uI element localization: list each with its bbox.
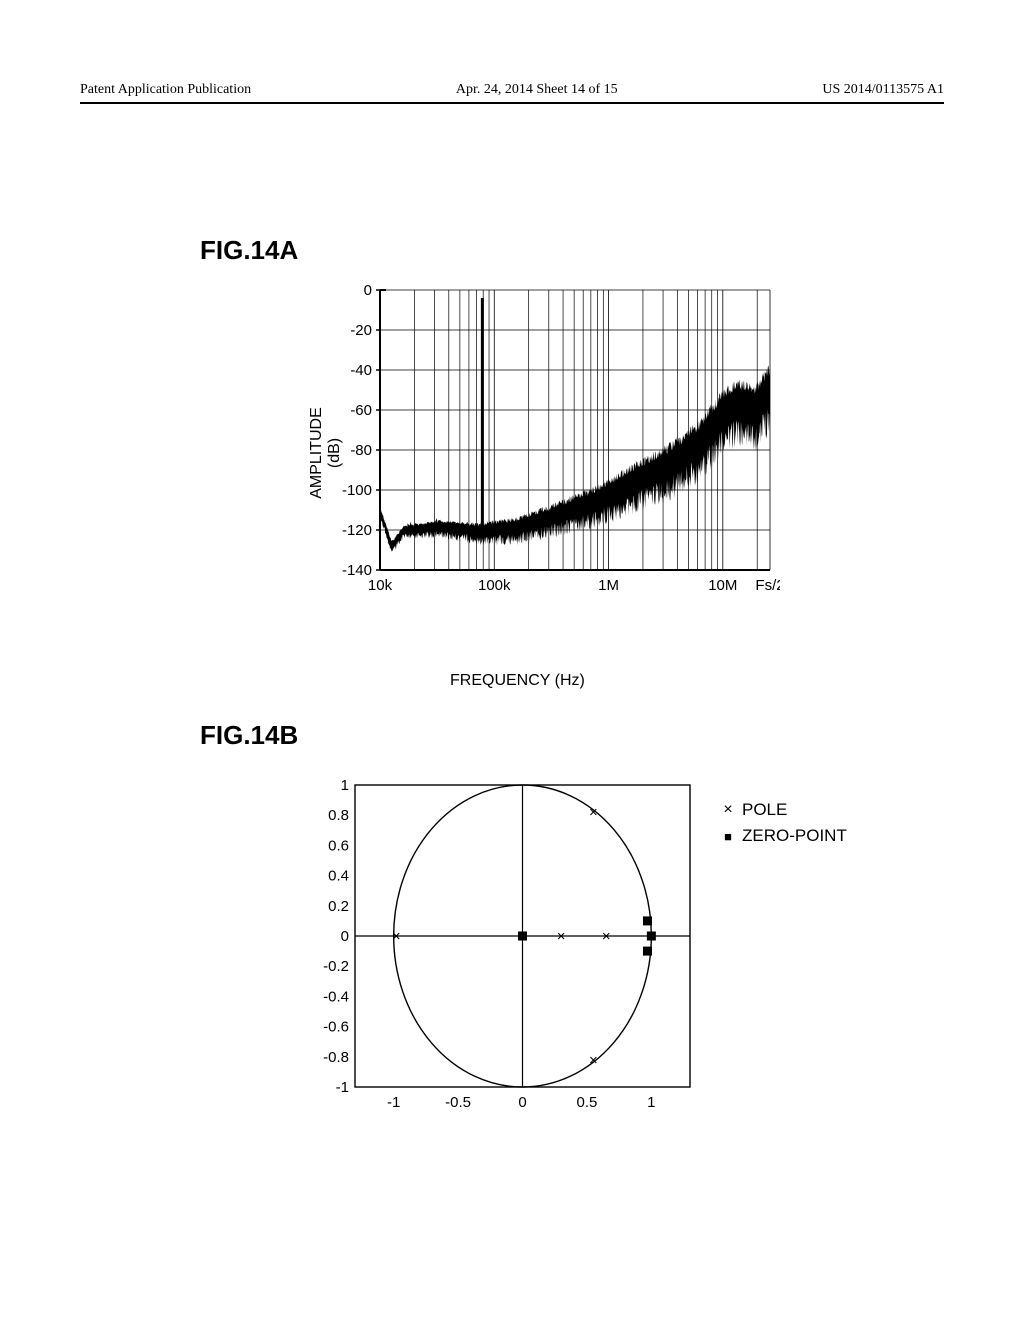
figure-b-legend: × POLE ■ ZERO-POINT <box>720 800 847 852</box>
header-right: US 2014/0113575 A1 <box>822 82 944 98</box>
svg-text:0.6: 0.6 <box>328 837 349 854</box>
svg-text:-0.8: -0.8 <box>323 1049 349 1066</box>
figure-b-label: FIG.14B <box>200 720 298 751</box>
legend-pole-row: × POLE <box>720 800 847 820</box>
svg-text:0: 0 <box>341 928 349 945</box>
svg-text:100k: 100k <box>478 577 511 594</box>
svg-text:0.8: 0.8 <box>328 807 349 824</box>
svg-text:×: × <box>557 928 566 945</box>
svg-text:×: × <box>392 928 401 945</box>
fig-a-ylabel-2: (dB) <box>326 407 344 499</box>
svg-text:×: × <box>589 804 598 821</box>
pole-marker-icon: × <box>720 801 736 819</box>
svg-text:10M: 10M <box>708 577 737 594</box>
page-header: Patent Application Publication Apr. 24, … <box>80 82 944 104</box>
svg-text:×: × <box>589 1052 598 1069</box>
zero-marker-icon: ■ <box>720 829 736 844</box>
header-center: Apr. 24, 2014 Sheet 14 of 15 <box>456 82 618 98</box>
svg-text:-0.5: -0.5 <box>445 1094 471 1111</box>
svg-text:1: 1 <box>647 1094 655 1111</box>
svg-text:10k: 10k <box>368 577 393 594</box>
svg-text:0.4: 0.4 <box>328 868 349 885</box>
legend-pole-label: POLE <box>742 800 787 820</box>
svg-text:1M: 1M <box>598 577 619 594</box>
svg-text:0: 0 <box>518 1094 526 1111</box>
svg-text:-100: -100 <box>342 482 372 499</box>
svg-text:-20: -20 <box>350 322 372 339</box>
svg-text:-0.6: -0.6 <box>323 1019 349 1036</box>
spectrum-svg: 0-20-40-60-80-100-120-14010k100k1M10MFs/… <box>310 280 780 610</box>
figure-b-pole-zero-chart: × × × × × 1 0.8 0.6 0.4 0.2 0 -0.2 -0.4 -0.6 -0.8 -1 -1 -… <box>300 775 700 1115</box>
svg-text:0: 0 <box>364 282 372 299</box>
svg-text:-40: -40 <box>350 362 372 379</box>
svg-text:-1: -1 <box>387 1094 400 1111</box>
legend-zero-label: ZERO-POINT <box>742 826 847 846</box>
figure-a-spectrum-chart: 0-20-40-60-80-100-120-14010k100k1M10MFs/… <box>310 280 780 640</box>
svg-text:1: 1 <box>341 777 349 794</box>
fig-a-xlabel: FREQUENCY (Hz) <box>450 672 585 690</box>
header-left: Patent Application Publication <box>80 82 251 98</box>
fig-a-ylabel-1: AMPLITUDE <box>308 407 326 499</box>
svg-text:-60: -60 <box>350 402 372 419</box>
svg-text:Fs/2: Fs/2 <box>755 577 780 594</box>
svg-text:-1: -1 <box>336 1079 349 1096</box>
svg-text:0.5: 0.5 <box>576 1094 597 1111</box>
svg-text:-80: -80 <box>350 442 372 459</box>
figure-a-label: FIG.14A <box>200 235 298 266</box>
svg-text:0.2: 0.2 <box>328 898 349 915</box>
svg-text:-0.2: -0.2 <box>323 958 349 975</box>
svg-text:-0.4: -0.4 <box>323 988 349 1005</box>
svg-text:×: × <box>602 928 611 945</box>
pole-zero-svg: × × × × × 1 0.8 0.6 0.4 0.2 0 -0.2 -0.4 -0.6 -0.8 -1 -1 -… <box>300 775 700 1115</box>
legend-zero-row: ■ ZERO-POINT <box>720 826 847 846</box>
svg-text:-120: -120 <box>342 522 372 539</box>
